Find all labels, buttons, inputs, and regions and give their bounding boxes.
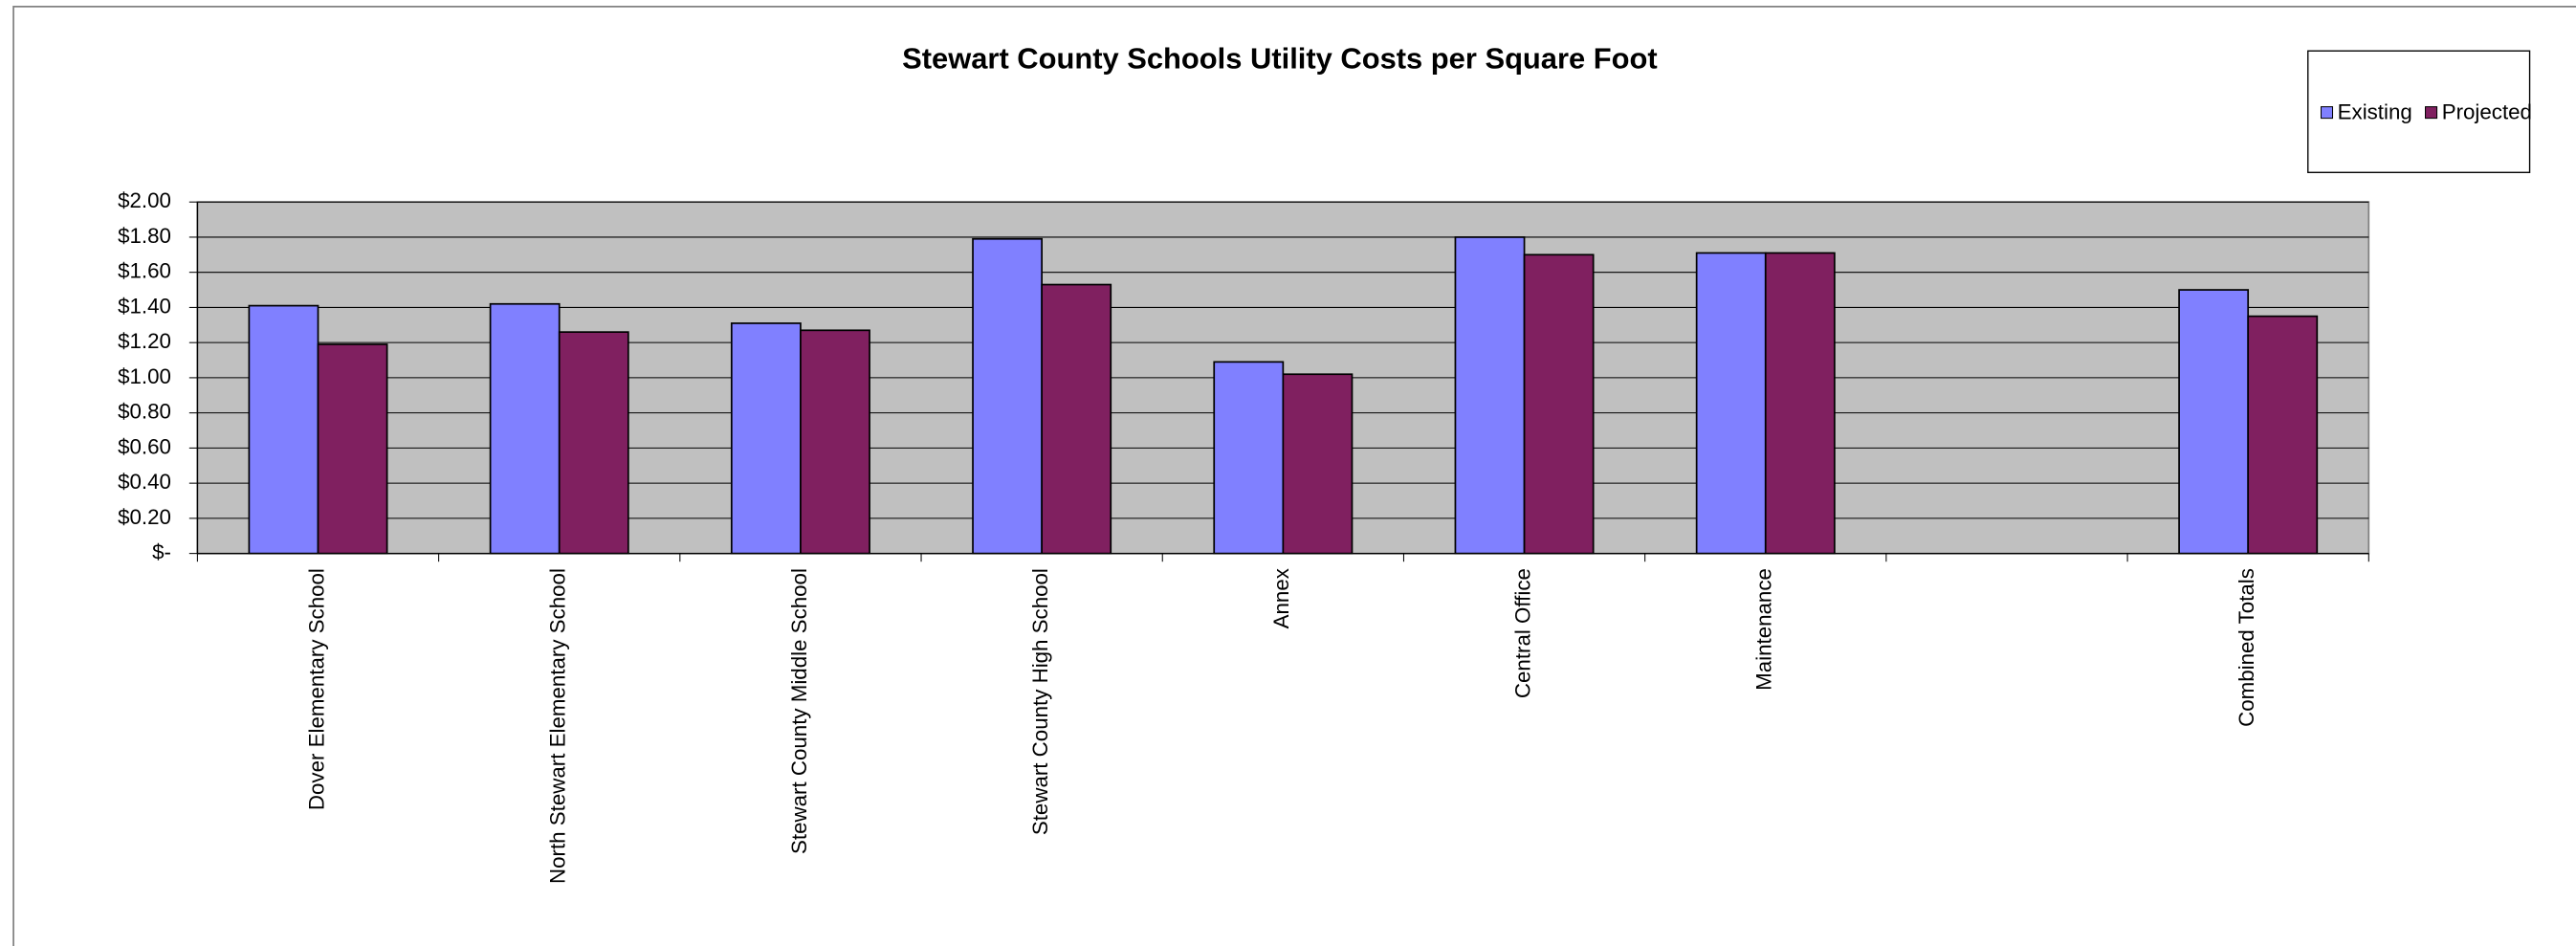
legend-swatch bbox=[2320, 106, 2334, 120]
y-tick-label: $2.00 bbox=[118, 188, 171, 212]
x-tick-label: Central Office bbox=[1510, 568, 1534, 698]
x-tick-label: Stewart County High School bbox=[1028, 568, 1052, 835]
bar bbox=[2247, 315, 2319, 555]
chart-frame bbox=[12, 6, 2576, 946]
y-tick-label: $0.20 bbox=[118, 505, 171, 529]
y-tick-label: $0.80 bbox=[118, 400, 171, 424]
bar bbox=[1213, 361, 1285, 555]
bar bbox=[489, 302, 561, 555]
bar bbox=[730, 322, 802, 555]
x-tick-label: Maintenance bbox=[1752, 568, 1776, 691]
x-tick-label: Combined Totals bbox=[2235, 568, 2258, 727]
bar bbox=[1454, 236, 1526, 555]
y-tick-label: $1.00 bbox=[118, 364, 171, 388]
bar bbox=[2178, 289, 2250, 555]
x-tick-label: Stewart County Middle School bbox=[787, 568, 811, 854]
y-tick-label: $1.80 bbox=[118, 224, 171, 248]
bar bbox=[248, 304, 319, 555]
y-tick-label: $- bbox=[152, 540, 171, 564]
bar bbox=[1523, 253, 1595, 555]
bar bbox=[317, 343, 388, 555]
bar bbox=[558, 331, 629, 555]
bar bbox=[800, 329, 870, 555]
x-tick-label: Dover Elementary School bbox=[304, 568, 328, 810]
bar bbox=[1282, 373, 1354, 555]
y-tick-label: $0.60 bbox=[118, 434, 171, 458]
bar bbox=[1695, 252, 1767, 555]
legend-label: Existing bbox=[2338, 99, 2412, 123]
legend-box bbox=[2307, 50, 2531, 173]
chart-title: Stewart County Schools Utility Costs per… bbox=[902, 42, 1658, 76]
y-tick-label: $1.60 bbox=[118, 259, 171, 283]
y-tick-label: $1.20 bbox=[118, 329, 171, 353]
bar bbox=[1764, 252, 1836, 555]
legend-swatch bbox=[2425, 106, 2438, 120]
y-tick-label: $1.40 bbox=[118, 294, 171, 318]
bar bbox=[972, 237, 1043, 555]
y-tick-label: $0.40 bbox=[118, 470, 171, 494]
bar bbox=[1041, 283, 1112, 555]
legend-label: Projected bbox=[2442, 99, 2532, 123]
x-tick-label: Annex bbox=[1269, 568, 1293, 628]
x-tick-label: North Stewart Elementary School bbox=[546, 568, 570, 884]
